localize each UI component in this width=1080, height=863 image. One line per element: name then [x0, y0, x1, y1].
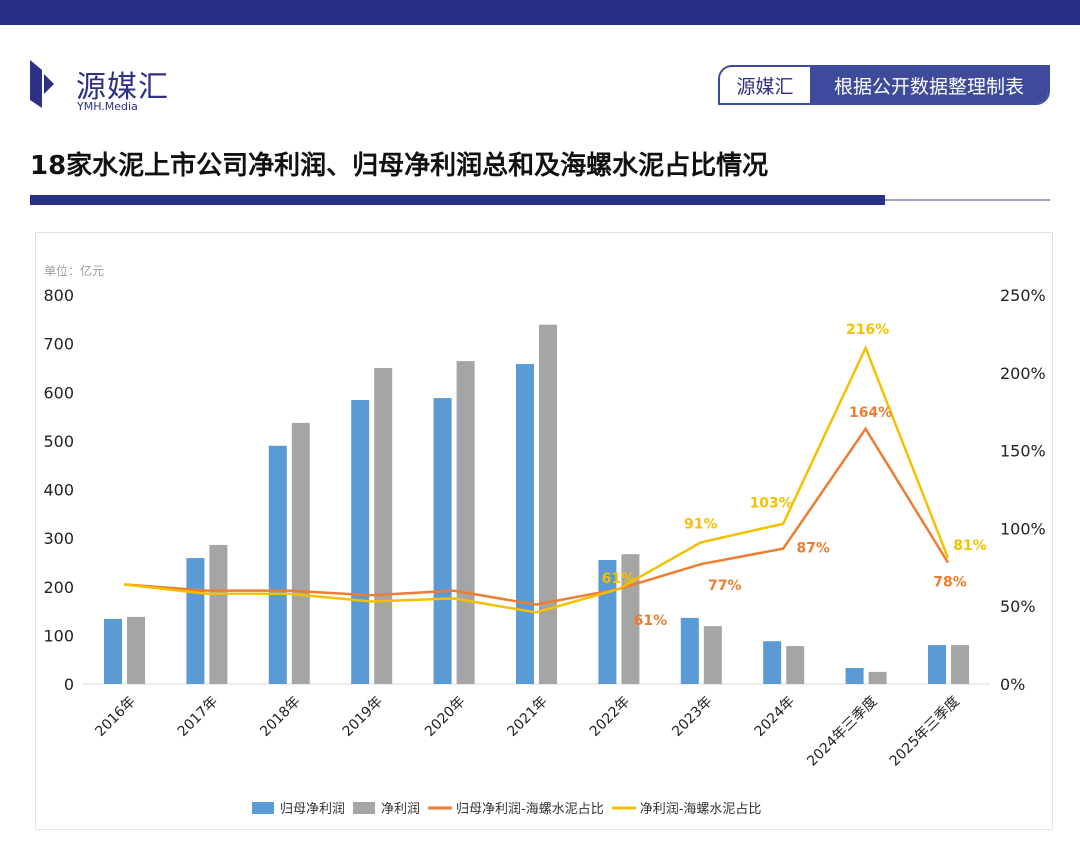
y-right-tick-label: 200%: [1000, 364, 1046, 383]
bar-parent-net-profit: [516, 364, 534, 684]
bar-parent-net-profit: [351, 400, 370, 684]
logo-text: 源媒汇: [76, 70, 169, 105]
data-label: 164%: [849, 405, 892, 421]
legend-swatch: [252, 802, 274, 814]
y-right-tick-label: 0%: [1000, 675, 1025, 694]
bar-net-profit: [127, 616, 145, 684]
unit-label: 单位：亿元: [44, 263, 104, 278]
y-left-tick-label: 200: [43, 578, 74, 597]
bar-net-profit: [786, 646, 805, 684]
source-badge: 源媒汇 根据公开数据整理制表: [718, 65, 1050, 105]
bar-parent-net-profit: [268, 445, 287, 684]
data-label: 216%: [846, 322, 889, 338]
data-label: 91%: [684, 516, 718, 532]
x-tick-label: 2024年: [752, 694, 798, 740]
x-tick-label: 2021年: [504, 694, 550, 740]
legend-swatch: [353, 802, 376, 814]
legend-label: 净利润: [381, 802, 420, 817]
line-parent-share: [123, 426, 950, 606]
legend-label: 净利润-海螺水泥占比: [640, 802, 762, 817]
line-net-share: [123, 344, 950, 614]
top-bar: [0, 0, 1080, 25]
badge-text: 根据公开数据整理制表: [810, 67, 1048, 103]
bar-parent-net-profit: [845, 667, 864, 684]
legend-label: 归母净利润-海螺水泥占比: [456, 802, 604, 817]
x-tick-label: 2025年三季度: [887, 694, 963, 770]
y-right-tick-label: 50%: [1000, 597, 1036, 616]
y-left-tick-label: 500: [43, 432, 74, 451]
y-left-tick-label: 600: [43, 383, 74, 402]
bar-parent-net-profit: [186, 558, 205, 684]
data-label: 87%: [796, 541, 830, 557]
bar-parent-net-profit: [680, 617, 699, 684]
legend-label: 归母净利润: [280, 802, 345, 817]
y-right-tick-label: 150%: [1000, 442, 1046, 461]
title-rule: [30, 195, 885, 205]
x-tick-label: 2019年: [340, 694, 386, 740]
page-title: 18家水泥上市公司净利润、归母净利润总和及海螺水泥占比情况: [30, 151, 769, 181]
logo-subtext: YMH.Media: [77, 100, 138, 113]
bar-net-profit: [868, 671, 887, 684]
y-left-tick-label: 400: [43, 481, 74, 500]
bar-net-profit: [951, 645, 969, 684]
data-label: 77%: [708, 578, 742, 594]
bar-net-profit: [539, 324, 557, 684]
data-label: 78%: [933, 575, 967, 591]
badge-brand: 源媒汇: [720, 67, 810, 103]
y-left-tick-label: 0: [64, 675, 74, 694]
bar-net-profit: [456, 361, 475, 684]
bar-parent-net-profit: [763, 641, 782, 684]
y-right-tick-label: 100%: [1000, 519, 1046, 538]
x-tick-label: 2024年三季度: [804, 694, 880, 770]
x-tick-label: 2016年: [92, 694, 138, 740]
bar-net-profit: [209, 544, 228, 684]
y-left-tick-label: 300: [43, 529, 74, 548]
logo-mark-icon: [30, 60, 54, 108]
logo: 源媒汇 YMH.Media: [30, 60, 190, 115]
bar-net-profit: [291, 422, 310, 684]
bar-parent-net-profit: [928, 645, 946, 684]
title-rule-thin: [885, 199, 1050, 201]
chart-frame: [35, 232, 1053, 830]
y-left-tick-label: 700: [43, 335, 74, 354]
x-tick-label: 2023年: [669, 694, 715, 740]
bar-net-profit: [703, 626, 722, 684]
data-label: 81%: [953, 538, 987, 554]
bar-parent-net-profit: [104, 618, 122, 684]
x-tick-label: 2020年: [422, 694, 468, 740]
y-left-tick-label: 800: [43, 286, 74, 305]
y-left-tick-label: 100: [43, 626, 74, 645]
x-tick-label: 2022年: [587, 694, 633, 740]
y-right-tick-label: 250%: [1000, 286, 1046, 305]
data-label: 103%: [750, 496, 793, 512]
x-tick-label: 2017年: [175, 694, 221, 740]
bar-net-profit: [374, 367, 393, 684]
data-label: 61%: [602, 571, 636, 587]
x-tick-label: 2018年: [257, 694, 303, 740]
data-label: 61%: [634, 613, 668, 629]
bar-parent-net-profit: [433, 398, 452, 684]
